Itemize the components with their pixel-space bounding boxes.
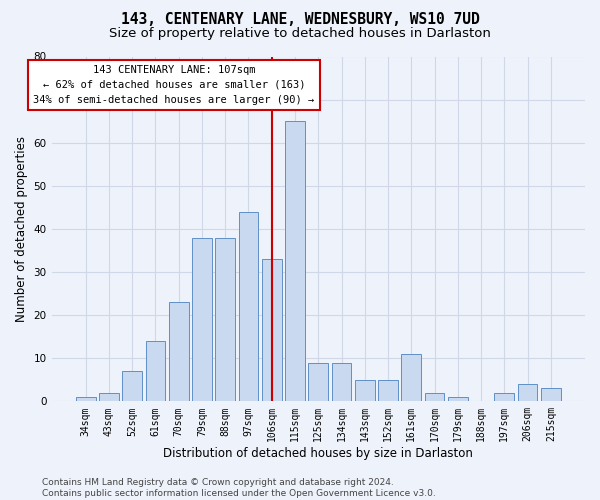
Bar [169, 302, 188, 402]
Y-axis label: Number of detached properties: Number of detached properties [15, 136, 28, 322]
Bar [262, 259, 281, 402]
Bar [308, 362, 328, 402]
Text: 143 CENTENARY LANE: 107sqm
← 62% of detached houses are smaller (163)
34% of sem: 143 CENTENARY LANE: 107sqm ← 62% of deta… [34, 65, 314, 104]
Bar [518, 384, 538, 402]
Bar [541, 388, 561, 402]
Bar [76, 397, 95, 402]
Bar [122, 371, 142, 402]
Bar [285, 121, 305, 402]
Bar [146, 341, 166, 402]
Bar [99, 392, 119, 402]
Bar [355, 380, 374, 402]
Bar [192, 238, 212, 402]
Text: Size of property relative to detached houses in Darlaston: Size of property relative to detached ho… [109, 28, 491, 40]
Text: Contains HM Land Registry data © Crown copyright and database right 2024.
Contai: Contains HM Land Registry data © Crown c… [42, 478, 436, 498]
Bar [401, 354, 421, 402]
Bar [239, 212, 259, 402]
Bar [448, 397, 468, 402]
Bar [494, 392, 514, 402]
Text: 143, CENTENARY LANE, WEDNESBURY, WS10 7UD: 143, CENTENARY LANE, WEDNESBURY, WS10 7U… [121, 12, 479, 28]
Bar [425, 392, 445, 402]
X-axis label: Distribution of detached houses by size in Darlaston: Distribution of detached houses by size … [163, 447, 473, 460]
Bar [332, 362, 352, 402]
Bar [215, 238, 235, 402]
Bar [378, 380, 398, 402]
